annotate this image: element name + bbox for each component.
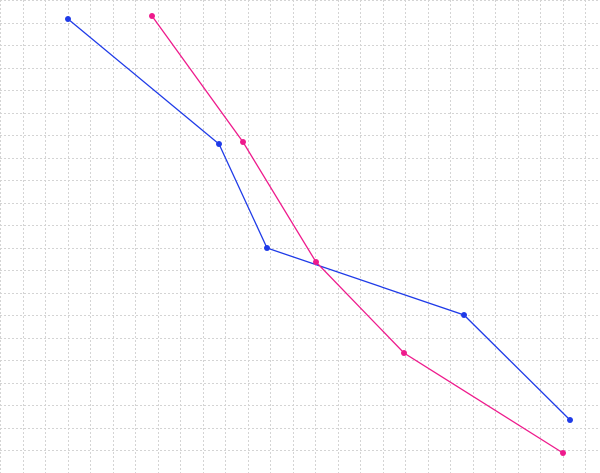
series-2 <box>149 13 566 456</box>
series-1-point <box>65 16 71 22</box>
series-2-point <box>240 139 246 145</box>
series-2-point <box>401 350 407 356</box>
series-layer <box>65 13 573 456</box>
series-1-point <box>216 141 222 147</box>
series-1 <box>65 16 573 423</box>
series-2-point <box>560 450 566 456</box>
series-2-line <box>151 15 564 454</box>
series-2-point <box>313 259 319 265</box>
series-2-point <box>149 13 155 19</box>
series-1-point <box>567 417 573 423</box>
series-1-point <box>461 312 467 318</box>
series-1-point <box>264 245 270 251</box>
series-1-line <box>67 18 571 421</box>
